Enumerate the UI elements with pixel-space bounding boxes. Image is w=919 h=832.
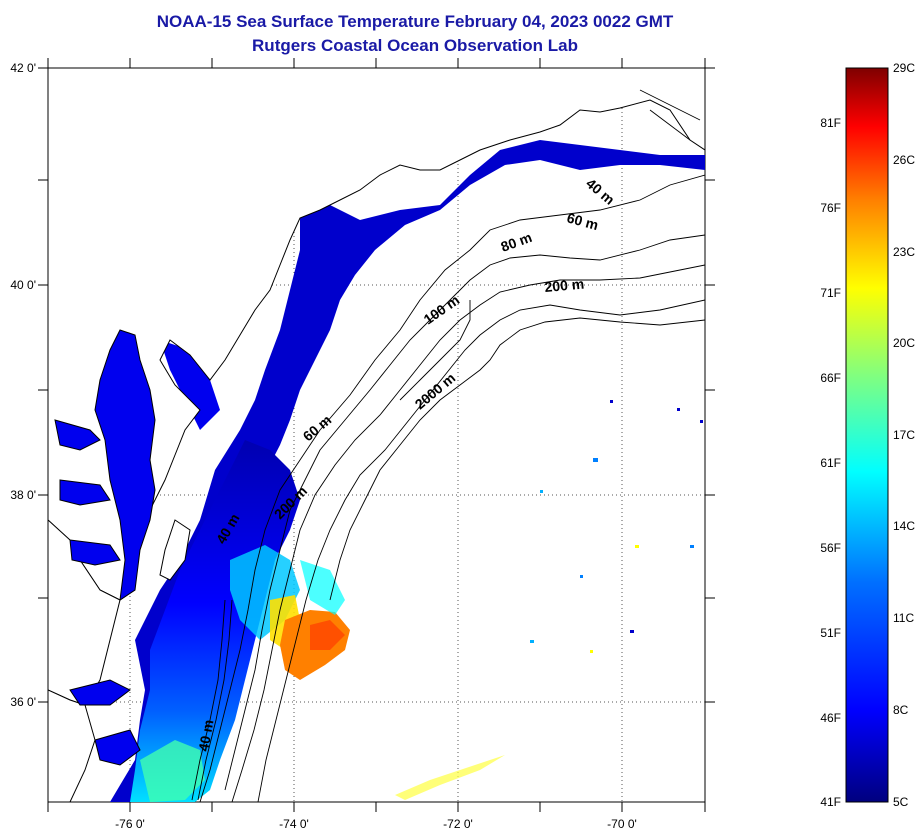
colorbar-c-label: 8C xyxy=(893,703,909,717)
lat-tick-label: 36 0' xyxy=(10,695,36,709)
map-title: NOAA-15 Sea Surface Temperature February… xyxy=(156,12,674,31)
lat-tick-label: 40 0' xyxy=(10,278,36,292)
depth-label: 40 m xyxy=(195,718,216,752)
colorbar-celsius-labels: 29C 26C 23C 20C 17C 14C 11C 8C 5C xyxy=(893,61,915,809)
lon-tick-label: -74 0' xyxy=(279,817,309,831)
colorbar-f-label: 81F xyxy=(820,116,841,130)
colorbar-f-label: 71F xyxy=(820,286,841,300)
sst-data-field xyxy=(110,140,705,802)
colorbar-f-label: 56F xyxy=(820,541,841,555)
coastline xyxy=(48,68,705,802)
colorbar-c-label: 11C xyxy=(893,611,914,625)
lat-tick-label: 42 0' xyxy=(10,61,36,75)
map-subtitle: Rutgers Coastal Ocean Observation Lab xyxy=(252,36,578,55)
colorbar-f-label: 61F xyxy=(820,456,841,470)
colorbar-c-label: 20C xyxy=(893,336,915,350)
colorbar-f-label: 46F xyxy=(820,711,841,725)
bathymetry-contours xyxy=(191,89,705,802)
colorbar-f-label: 76F xyxy=(820,201,841,215)
colorbar-c-label: 23C xyxy=(893,245,915,259)
lat-tick-label: 38 0' xyxy=(10,488,36,502)
depth-label: 200 m xyxy=(544,276,585,295)
axis-ticks xyxy=(38,58,715,812)
lon-tick-label: -76 0' xyxy=(115,817,145,831)
colorbar-c-label: 26C xyxy=(893,153,915,167)
colorbar-c-label: 17C xyxy=(893,428,915,442)
lon-tick-label: -70 0' xyxy=(607,817,637,831)
colorbar-c-label: 14C xyxy=(893,519,915,533)
colorbar-fahrenheit-labels: 81F 76F 71F 66F 61F 56F 51F 46F 41F xyxy=(820,116,841,809)
colorbar-c-label: 29C xyxy=(893,61,915,75)
depth-label: 60 m xyxy=(565,209,600,233)
temperature-colorbar xyxy=(845,67,889,803)
colorbar-f-label: 51F xyxy=(820,626,841,640)
bay-inlets xyxy=(54,329,156,766)
colorbar-f-label: 41F xyxy=(820,795,841,809)
lat-lon-grid xyxy=(48,68,705,802)
lon-tick-label: -72 0' xyxy=(443,817,473,831)
colorbar-f-label: 66F xyxy=(820,371,841,385)
colorbar-c-label: 5C xyxy=(893,795,909,809)
